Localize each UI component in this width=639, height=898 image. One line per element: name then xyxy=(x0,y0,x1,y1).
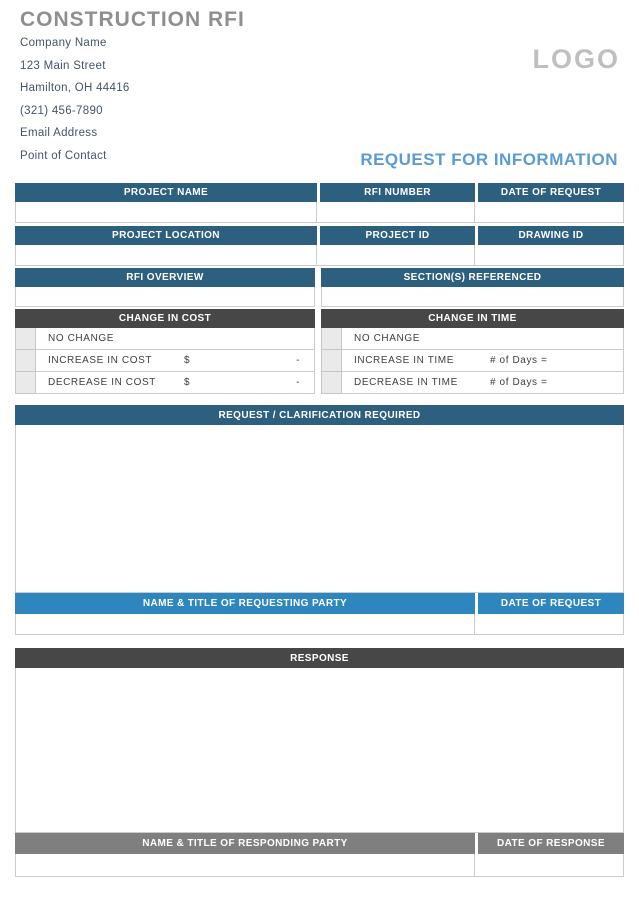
company-logo: LOGO xyxy=(532,44,620,74)
company-street: 123 Main Street xyxy=(20,59,106,72)
request-clarification-textarea[interactable] xyxy=(15,425,624,593)
increase-time-checkbox[interactable] xyxy=(321,350,342,372)
date-of-request-input[interactable] xyxy=(475,202,624,223)
increase-cost-amount[interactable]: - xyxy=(296,355,300,366)
rfi-number-header: RFI NUMBER xyxy=(317,183,475,202)
decrease-cost-label: DECREASE IN COST xyxy=(48,377,156,388)
change-in-cost-header: CHANGE IN COST xyxy=(15,309,315,328)
decrease-time-days-label: # of Days = xyxy=(490,377,548,388)
overview-input-row xyxy=(15,287,624,307)
response-header: RESPONSE xyxy=(15,648,624,668)
increase-time-label: INCREASE IN TIME xyxy=(354,355,454,366)
drawing-id-header: DRAWING ID xyxy=(475,226,624,245)
increase-cost-currency-symbol: $ xyxy=(184,355,191,366)
project-id-input[interactable] xyxy=(317,245,475,266)
date-of-request-header: DATE OF REQUEST xyxy=(475,183,624,202)
project-location-input[interactable] xyxy=(15,245,317,266)
decrease-time-checkbox[interactable] xyxy=(321,372,342,394)
company-city-state-zip: Hamilton, OH 44416 xyxy=(20,82,130,94)
no-change-cost-checkbox[interactable] xyxy=(15,328,36,350)
project-header-row: PROJECT NAME RFI NUMBER DATE OF REQUEST xyxy=(15,183,624,202)
no-change-time-label: NO CHANGE xyxy=(354,333,420,344)
increase-cost-cell[interactable]: INCREASE IN COST $ - xyxy=(36,350,315,372)
project-location-header: PROJECT LOCATION xyxy=(15,226,317,245)
request-date-input[interactable] xyxy=(475,614,624,635)
page-title: CONSTRUCTION RFI xyxy=(20,8,245,31)
rfi-overview-input[interactable] xyxy=(15,287,315,307)
rfi-overview-header: RFI OVERVIEW xyxy=(15,268,315,287)
responding-party-header: NAME & TITLE OF RESPONDING PARTY xyxy=(15,833,475,854)
rfi-form-body: PROJECT NAME RFI NUMBER DATE OF REQUEST … xyxy=(15,183,624,877)
company-name: Company Name xyxy=(20,37,107,49)
no-change-cost-label: NO CHANGE xyxy=(48,333,114,344)
decrease-time-cell[interactable]: DECREASE IN TIME # of Days = xyxy=(342,372,624,394)
responding-party-input[interactable] xyxy=(15,854,475,877)
location-input-row xyxy=(15,245,624,266)
sections-referenced-input[interactable] xyxy=(321,287,624,307)
company-info-block: Company Name 123 Main Street Hamilton, O… xyxy=(20,37,130,172)
project-input-row xyxy=(15,202,624,223)
company-contact: Point of Contact xyxy=(20,149,107,162)
requesting-party-header: NAME & TITLE OF REQUESTING PARTY xyxy=(15,593,475,614)
company-email: Email Address xyxy=(20,127,98,139)
column-gap xyxy=(315,287,321,307)
column-gap xyxy=(315,328,321,350)
no-change-time-cell[interactable]: NO CHANGE xyxy=(342,328,624,350)
location-header-row: PROJECT LOCATION PROJECT ID DRAWING ID xyxy=(15,226,624,245)
response-date-header: DATE OF RESPONSE xyxy=(475,833,624,854)
responding-party-header-row: NAME & TITLE OF RESPONDING PARTY DATE OF… xyxy=(15,833,624,854)
response-date-input[interactable] xyxy=(475,854,624,877)
requesting-party-input-row xyxy=(15,614,624,635)
no-change-time-checkbox[interactable] xyxy=(321,328,342,350)
form-subtitle: REQUEST FOR INFORMATION xyxy=(360,150,618,169)
sections-referenced-header: SECTION(S) REFERENCED xyxy=(321,268,624,287)
company-phone: (321) 456-7890 xyxy=(20,104,103,117)
increase-time-cell[interactable]: INCREASE IN TIME # of Days = xyxy=(342,350,624,372)
drawing-id-input[interactable] xyxy=(475,245,624,266)
responding-party-input-row xyxy=(15,854,624,877)
column-gap xyxy=(315,372,321,394)
increase-time-days-label: # of Days = xyxy=(490,355,548,366)
increase-cost-checkbox[interactable] xyxy=(15,350,36,372)
no-change-cost-cell[interactable]: NO CHANGE xyxy=(36,328,315,350)
project-name-input[interactable] xyxy=(15,202,317,223)
requesting-party-input[interactable] xyxy=(15,614,475,635)
increase-row: INCREASE IN COST $ - INCREASE IN TIME # … xyxy=(15,350,624,372)
column-gap xyxy=(315,350,321,372)
response-textarea[interactable] xyxy=(15,668,624,833)
rfi-number-input[interactable] xyxy=(317,202,475,223)
decrease-cost-cell[interactable]: DECREASE IN COST $ - xyxy=(36,372,315,394)
increase-cost-label: INCREASE IN COST xyxy=(48,355,153,366)
project-id-header: PROJECT ID xyxy=(317,226,475,245)
no-change-row: NO CHANGE NO CHANGE xyxy=(15,328,624,350)
project-name-header: PROJECT NAME xyxy=(15,183,317,202)
change-in-time-header: CHANGE IN TIME xyxy=(321,309,624,328)
decrease-cost-amount[interactable]: - xyxy=(296,377,300,388)
decrease-row: DECREASE IN COST $ - DECREASE IN TIME # … xyxy=(15,372,624,394)
change-header-row: CHANGE IN COST CHANGE IN TIME xyxy=(15,309,624,328)
requesting-party-header-row: NAME & TITLE OF REQUESTING PARTY DATE OF… xyxy=(15,593,624,614)
decrease-cost-currency-symbol: $ xyxy=(184,377,191,388)
column-gap xyxy=(315,268,321,287)
request-date-header: DATE OF REQUEST xyxy=(475,593,624,614)
overview-header-row: RFI OVERVIEW SECTION(S) REFERENCED xyxy=(15,268,624,287)
decrease-time-label: DECREASE IN TIME xyxy=(354,377,458,388)
column-gap xyxy=(315,309,321,328)
decrease-cost-checkbox[interactable] xyxy=(15,372,36,394)
request-clarification-header: REQUEST / CLARIFICATION REQUIRED xyxy=(15,405,624,425)
